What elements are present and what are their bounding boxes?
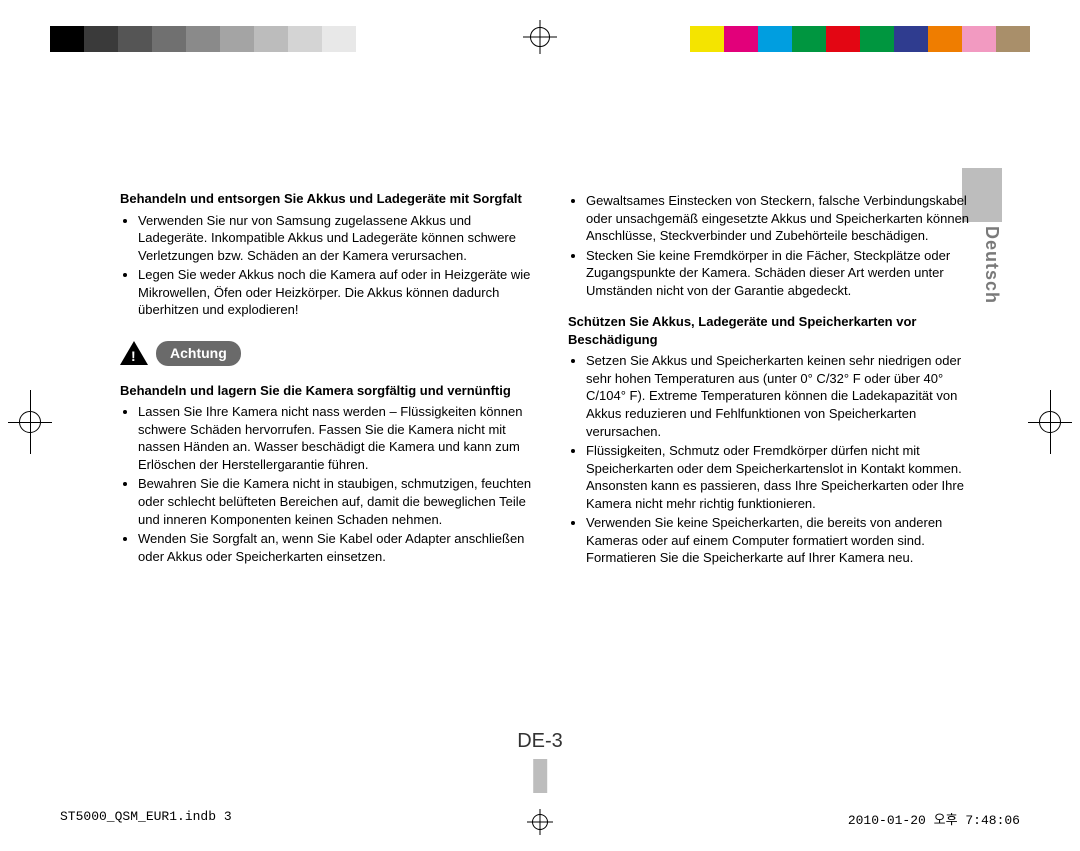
color-swatch xyxy=(50,26,84,52)
color-swatch xyxy=(792,26,826,52)
list-item: Lassen Sie Ihre Kamera nicht nass werden… xyxy=(138,403,532,473)
section-heading: Schützen Sie Akkus, Ladegeräte und Speic… xyxy=(568,313,980,348)
color-swatch xyxy=(724,26,758,52)
color-swatch xyxy=(152,26,186,52)
registration-mark-left xyxy=(8,400,52,444)
list-item: Stecken Sie keine Fremdkörper in die Fäc… xyxy=(586,247,980,300)
page-number-text: DE-3 xyxy=(517,730,563,753)
list-item: Verwenden Sie nur von Samsung zugelassen… xyxy=(138,212,532,265)
color-swatch xyxy=(288,26,322,52)
footer-file: ST5000_QSM_EUR1.indb 3 xyxy=(60,809,232,835)
color-swatch xyxy=(356,26,390,52)
printer-color-bar xyxy=(50,26,1030,52)
column-left: Behandeln und entsorgen Sie Akkus und La… xyxy=(120,190,532,581)
color-swatch xyxy=(860,26,894,52)
list-item: Setzen Sie Akkus und Speicherkarten kein… xyxy=(586,352,980,440)
registration-mark-right xyxy=(1028,400,1072,444)
bullet-list: Verwenden Sie nur von Samsung zugelassen… xyxy=(120,212,532,319)
registration-mark-bottom xyxy=(527,809,553,835)
list-item: Bewahren Sie die Kamera nicht in staubig… xyxy=(138,475,532,528)
bullet-list: Lassen Sie Ihre Kamera nicht nass werden… xyxy=(120,403,532,565)
color-swatch xyxy=(826,26,860,52)
list-item: Flüssigkeiten, Schmutz oder Fremdkörper … xyxy=(586,442,980,512)
color-swatch xyxy=(186,26,220,52)
list-item: Verwenden Sie keine Speicherkarten, die … xyxy=(586,514,980,567)
registration-mark-top xyxy=(523,20,557,54)
section-heading: Behandeln und entsorgen Sie Akkus und La… xyxy=(120,190,532,208)
warning-icon xyxy=(120,341,148,365)
achtung-callout: Achtung xyxy=(120,341,532,366)
color-swatch xyxy=(84,26,118,52)
color-swatch xyxy=(928,26,962,52)
page-number: DE-3 xyxy=(517,730,563,793)
list-item: Legen Sie weder Akkus noch die Kamera au… xyxy=(138,266,532,319)
footer-timestamp: 2010-01-20 오후 7:48:06 xyxy=(848,809,1020,835)
section-heading: Behandeln und lagern Sie die Kamera sorg… xyxy=(120,382,532,400)
color-swatch xyxy=(894,26,928,52)
color-swatch xyxy=(254,26,288,52)
list-item: Gewaltsames Einstecken von Steckern, fal… xyxy=(586,192,980,245)
page-number-accent xyxy=(533,759,547,793)
color-swatch xyxy=(118,26,152,52)
color-swatch xyxy=(758,26,792,52)
bullet-list: Setzen Sie Akkus und Speicherkarten kein… xyxy=(568,352,980,567)
color-swatch xyxy=(962,26,996,52)
color-swatch xyxy=(322,26,356,52)
column-right: Gewaltsames Einstecken von Steckern, fal… xyxy=(568,190,980,581)
color-swatch xyxy=(220,26,254,52)
list-item: Wenden Sie Sorgfalt an, wenn Sie Kabel o… xyxy=(138,530,532,565)
color-swatch xyxy=(690,26,724,52)
bullet-list: Gewaltsames Einstecken von Steckern, fal… xyxy=(568,192,980,299)
color-swatch xyxy=(996,26,1030,52)
achtung-label: Achtung xyxy=(156,341,241,366)
print-footer: ST5000_QSM_EUR1.indb 3 2010-01-20 오후 7:4… xyxy=(60,809,1020,835)
page-body: Behandeln und entsorgen Sie Akkus und La… xyxy=(120,190,980,761)
